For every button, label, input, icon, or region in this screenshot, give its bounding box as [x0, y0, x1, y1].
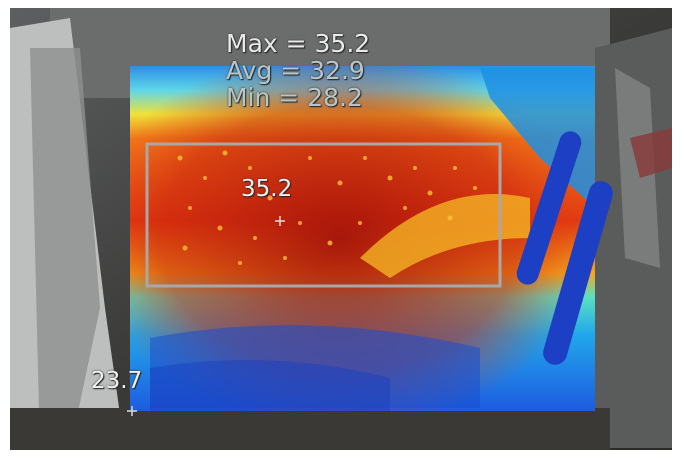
avg-readout: Avg = 32.9	[226, 56, 365, 85]
scene-graphic	[10, 8, 672, 450]
stats-readout: Max = 35.2 Avg = 32.9 Min = 28.2	[226, 30, 446, 111]
thermal-photo	[10, 8, 672, 450]
cold-spot-label: 23.7	[91, 368, 143, 394]
measurement-box	[145, 142, 502, 288]
hot-spot-label: 35.2	[241, 176, 293, 202]
min-readout: Min = 28.2	[226, 83, 363, 112]
cold-spot-crosshair	[127, 406, 137, 416]
max-readout: Max = 35.2	[226, 29, 371, 58]
hot-spot-crosshair	[275, 216, 285, 226]
